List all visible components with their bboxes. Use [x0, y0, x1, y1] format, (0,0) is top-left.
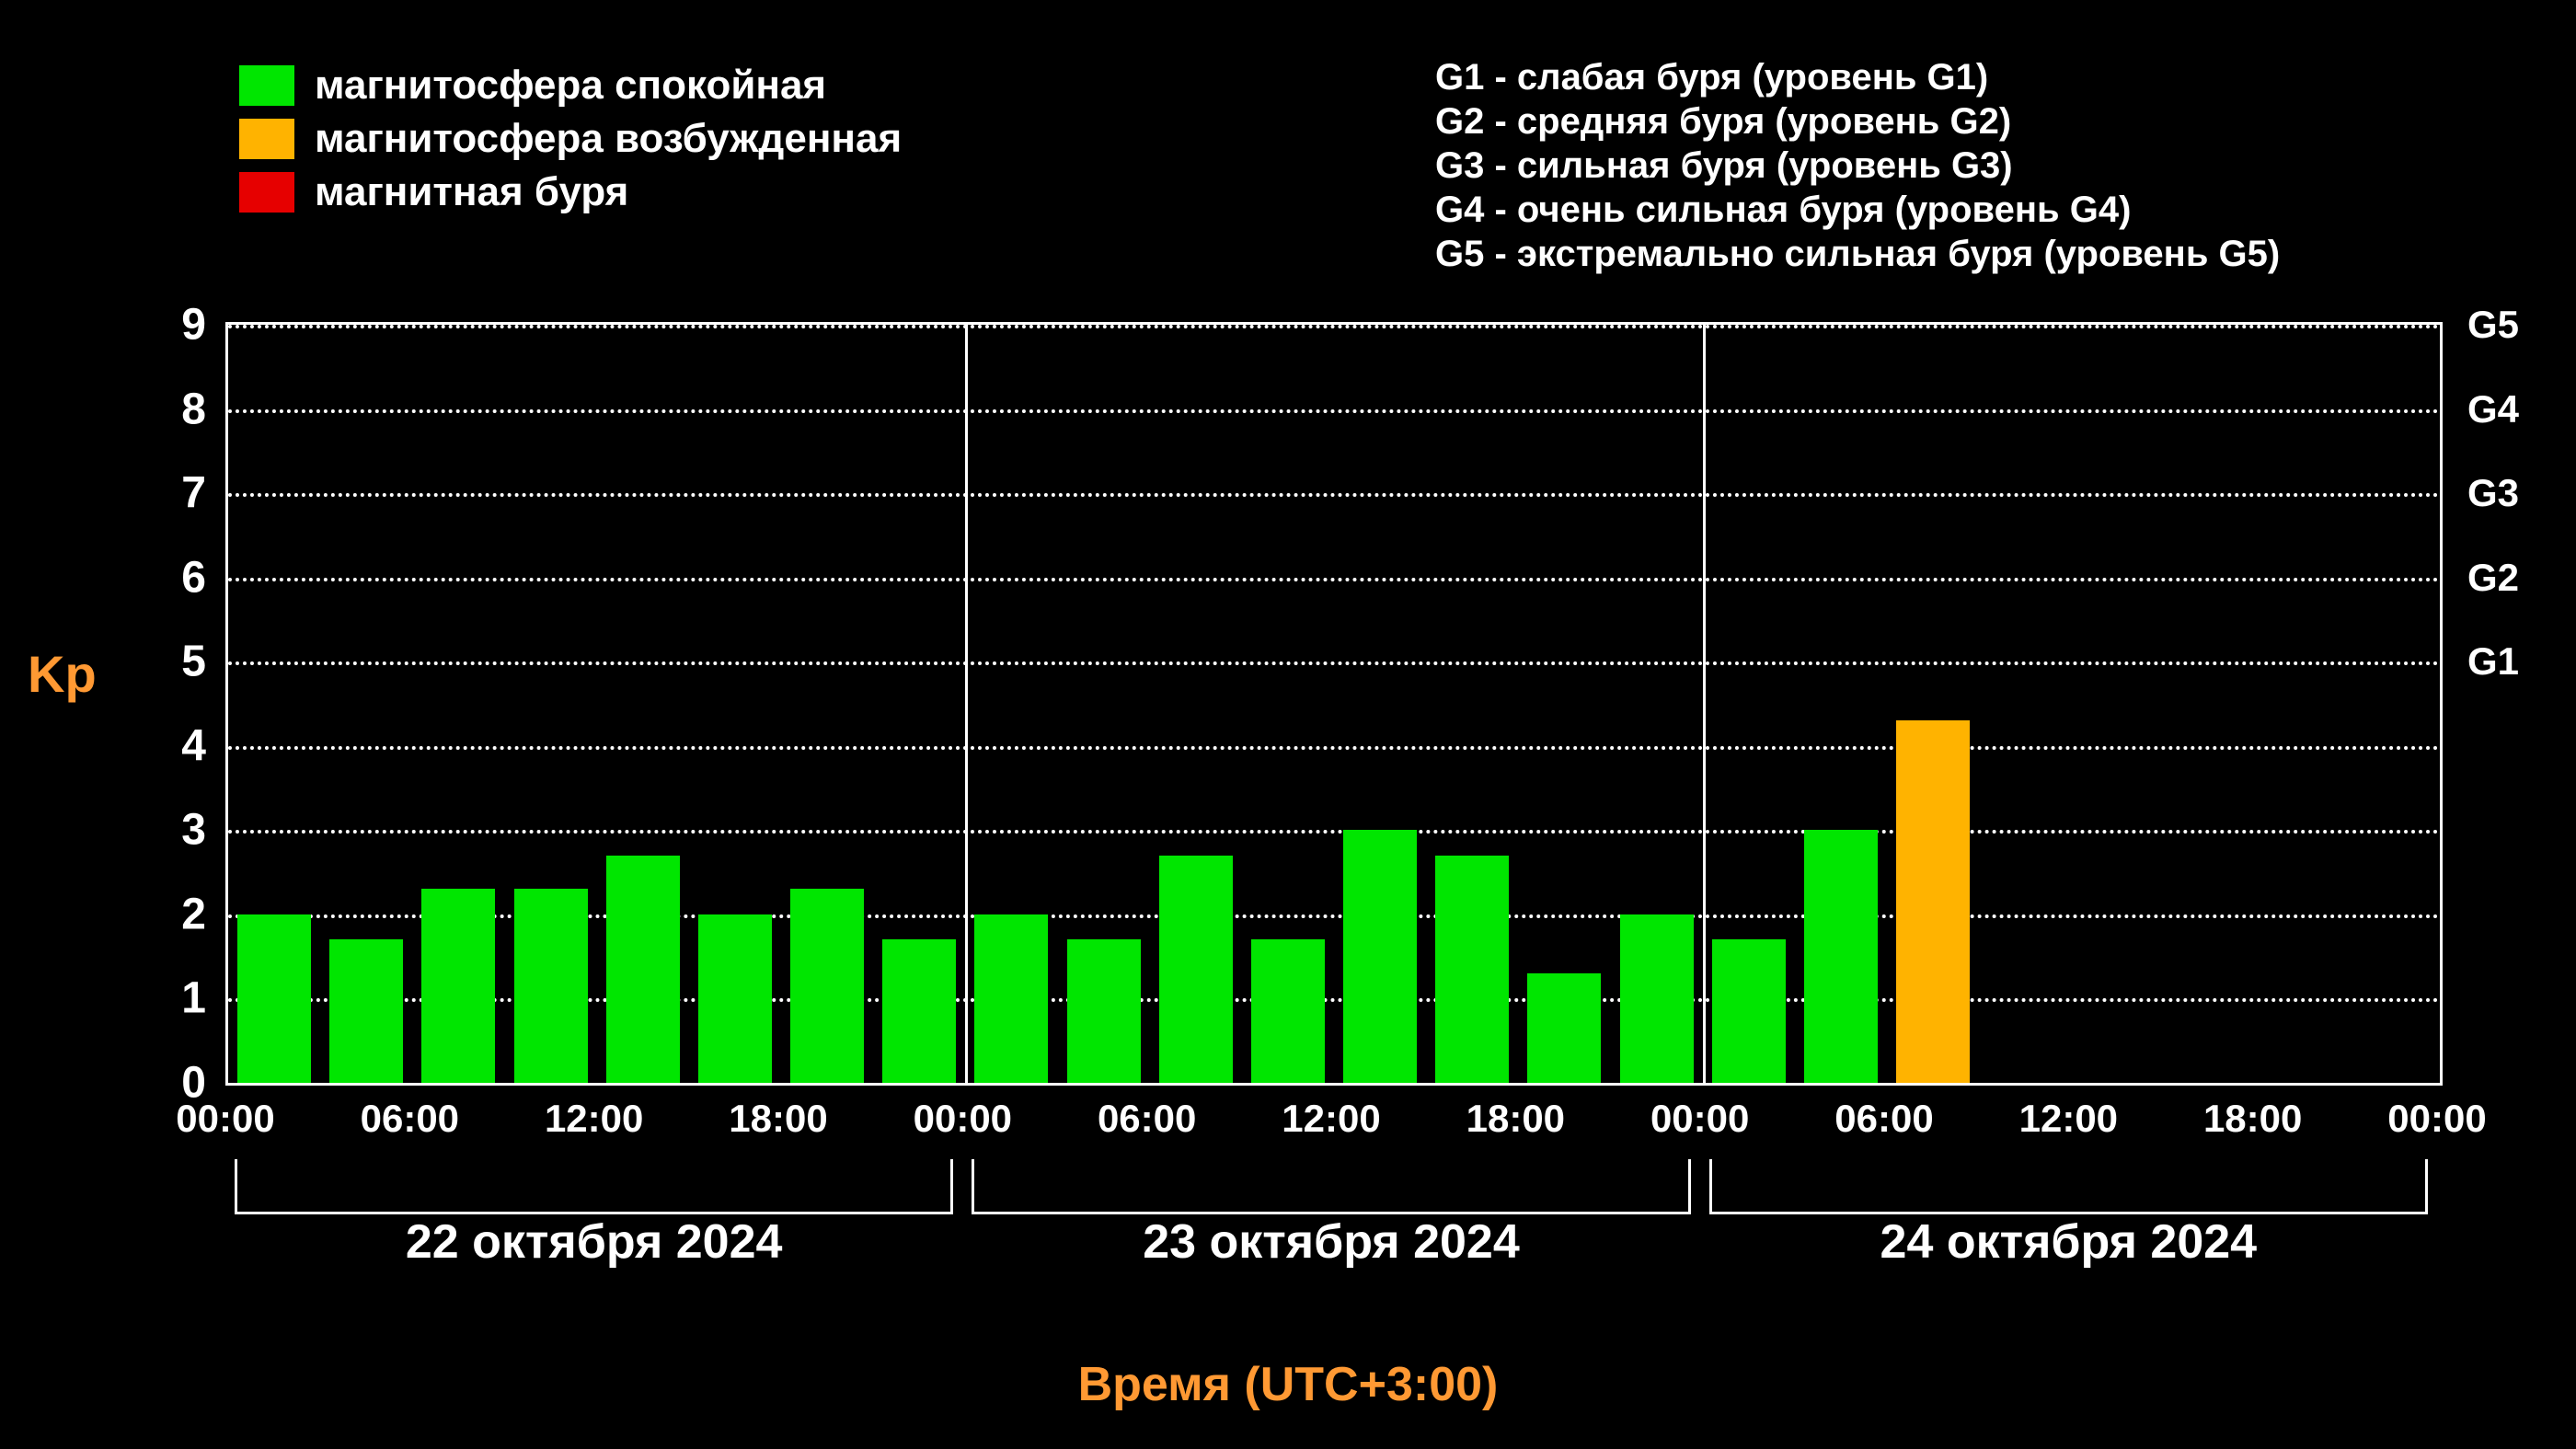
x-tick-label: 00:00 — [1650, 1097, 1749, 1141]
g-level-label: G5 — [2440, 303, 2519, 347]
legend-g-levels: G1 - слабая буря (уровень G1) G2 - средн… — [1435, 55, 2280, 276]
y-tick-label: 2 — [181, 889, 228, 939]
x-tick-label: 12:00 — [2019, 1097, 2118, 1141]
gridline — [228, 409, 2440, 413]
x-axis-title: Время (UTC+3:00) — [0, 1357, 2576, 1412]
g-level-label: G1 — [2440, 639, 2519, 684]
kp-bar — [1712, 939, 1786, 1083]
kp-bar — [974, 914, 1048, 1083]
legend-item: магнитная буря — [239, 169, 902, 215]
g-desc: G5 - экстремально сильная буря (уровень … — [1435, 232, 2280, 276]
kp-bar — [329, 939, 403, 1083]
date-bracket — [972, 1159, 1690, 1214]
x-tick-label: 00:00 — [914, 1097, 1012, 1141]
date-label: 24 октября 2024 — [1880, 1214, 2258, 1270]
y-tick-label: 7 — [181, 468, 228, 519]
legend-label: магнитная буря — [315, 169, 628, 215]
g-desc: G1 - слабая буря (уровень G1) — [1435, 55, 2280, 99]
x-tick-label: 12:00 — [545, 1097, 643, 1141]
g-level-label: G4 — [2440, 387, 2519, 431]
legend-swatch — [239, 65, 294, 106]
kp-bar — [1435, 856, 1509, 1083]
kp-bar — [1620, 914, 1694, 1083]
gridline — [228, 661, 2440, 665]
g-level-label: G2 — [2440, 556, 2519, 600]
y-tick-label: 1 — [181, 973, 228, 1024]
gridline — [228, 325, 2440, 328]
gridline — [228, 578, 2440, 581]
kp-bar — [606, 856, 680, 1083]
x-tick-label: 18:00 — [1466, 1097, 1565, 1141]
y-tick-label: 9 — [181, 300, 228, 351]
kp-bar — [698, 914, 772, 1083]
kp-bar — [237, 914, 311, 1083]
y-tick-label: 4 — [181, 720, 228, 771]
y-tick-label: 8 — [181, 384, 228, 434]
g-desc: G3 - сильная буря (уровень G3) — [1435, 144, 2280, 188]
kp-bar — [790, 889, 864, 1083]
chart-plot-area: 0123456789G1G2G3G4G5 — [225, 322, 2443, 1086]
legend-item: магнитосфера возбужденная — [239, 116, 902, 162]
legend-item: магнитосфера спокойная — [239, 63, 902, 109]
legend-label: магнитосфера спокойная — [315, 63, 826, 109]
date-label: 23 октября 2024 — [1143, 1214, 1520, 1270]
g-level-label: G3 — [2440, 471, 2519, 515]
g-desc: G2 - средняя буря (уровень G2) — [1435, 99, 2280, 144]
gridline — [228, 830, 2440, 834]
x-tick-label: 06:00 — [1834, 1097, 1933, 1141]
x-tick-label: 12:00 — [1282, 1097, 1380, 1141]
x-tick-label: 18:00 — [729, 1097, 827, 1141]
y-axis-label: Kp — [28, 644, 97, 704]
kp-bar — [1159, 856, 1233, 1083]
legend-swatch — [239, 172, 294, 213]
y-tick-label: 3 — [181, 805, 228, 856]
x-tick-label: 00:00 — [176, 1097, 274, 1141]
kp-bar — [1804, 830, 1878, 1083]
kp-bar — [1343, 830, 1417, 1083]
legend-label: магнитосфера возбужденная — [315, 116, 902, 162]
date-bracket — [1709, 1159, 2428, 1214]
panel-separator — [965, 325, 968, 1083]
g-desc: G4 - очень сильная буря (уровень G4) — [1435, 188, 2280, 232]
x-tick-label: 00:00 — [2387, 1097, 2486, 1141]
kp-bar — [1251, 939, 1325, 1083]
kp-bar — [882, 939, 956, 1083]
kp-bar — [421, 889, 495, 1083]
legend-swatch — [239, 119, 294, 159]
kp-bar — [1527, 973, 1601, 1083]
gridline — [228, 746, 2440, 750]
kp-bar — [1067, 939, 1141, 1083]
x-tick-label: 06:00 — [361, 1097, 459, 1141]
gridline — [228, 493, 2440, 497]
y-tick-label: 6 — [181, 552, 228, 603]
y-tick-label: 5 — [181, 637, 228, 687]
x-tick-label: 06:00 — [1098, 1097, 1196, 1141]
panel-separator — [1703, 325, 1706, 1083]
date-bracket — [235, 1159, 953, 1214]
kp-bar — [514, 889, 588, 1083]
legend-status: магнитосфера спокойная магнитосфера возб… — [239, 55, 902, 223]
x-tick-label: 18:00 — [2203, 1097, 2302, 1141]
date-label: 22 октября 2024 — [406, 1214, 783, 1270]
kp-bar — [1896, 720, 1970, 1083]
